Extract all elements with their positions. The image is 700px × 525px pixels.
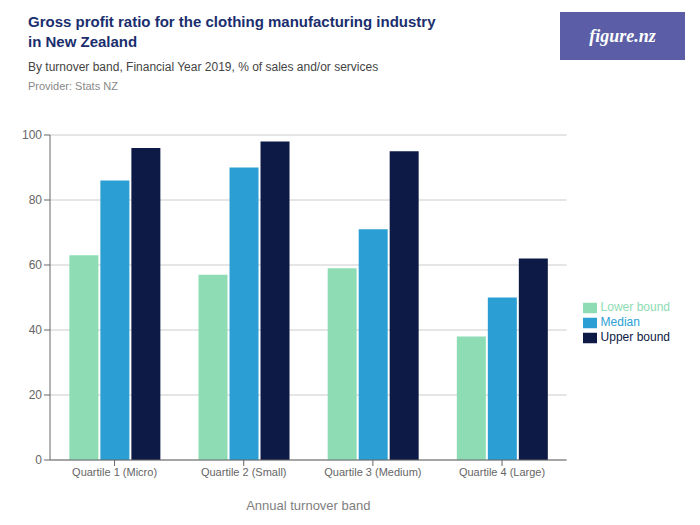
html-text:figure.nz: figure.nz bbox=[589, 25, 656, 46]
html-text:in New Zealand: in New Zealand bbox=[28, 33, 138, 50]
svg-text:Quartile 3 (Medium): Quartile 3 (Medium) bbox=[324, 466, 421, 478]
html-text:Gross profit ratio for the clo: Gross profit ratio for the clothing manu… bbox=[28, 13, 436, 30]
svg-text:0: 0 bbox=[35, 453, 42, 467]
svg-text:20: 20 bbox=[29, 388, 43, 402]
svg-text:Quartile 4 (Large): Quartile 4 (Large) bbox=[459, 466, 545, 478]
svg-text:Quartile 2 (Small): Quartile 2 (Small) bbox=[201, 466, 287, 478]
svg-text:40: 40 bbox=[29, 323, 43, 337]
html-text:Upper bound: Upper bound bbox=[600, 329, 670, 344]
html-text:Median: Median bbox=[600, 315, 640, 330]
svg-text:Quartile 1 (Micro): Quartile 1 (Micro) bbox=[72, 466, 157, 478]
html-text:Provider: Stats NZ: Provider: Stats NZ bbox=[28, 80, 118, 92]
svg-text:80: 80 bbox=[29, 193, 43, 207]
svg-text:100: 100 bbox=[22, 128, 42, 142]
svg-text:Annual turnover band: Annual turnover band bbox=[246, 498, 370, 513]
html-text:Lower bound: Lower bound bbox=[600, 300, 670, 315]
svg-text:60: 60 bbox=[29, 258, 43, 272]
html-text:By turnover band, Financial Ye: By turnover band, Financial Year 2019, %… bbox=[28, 60, 379, 74]
